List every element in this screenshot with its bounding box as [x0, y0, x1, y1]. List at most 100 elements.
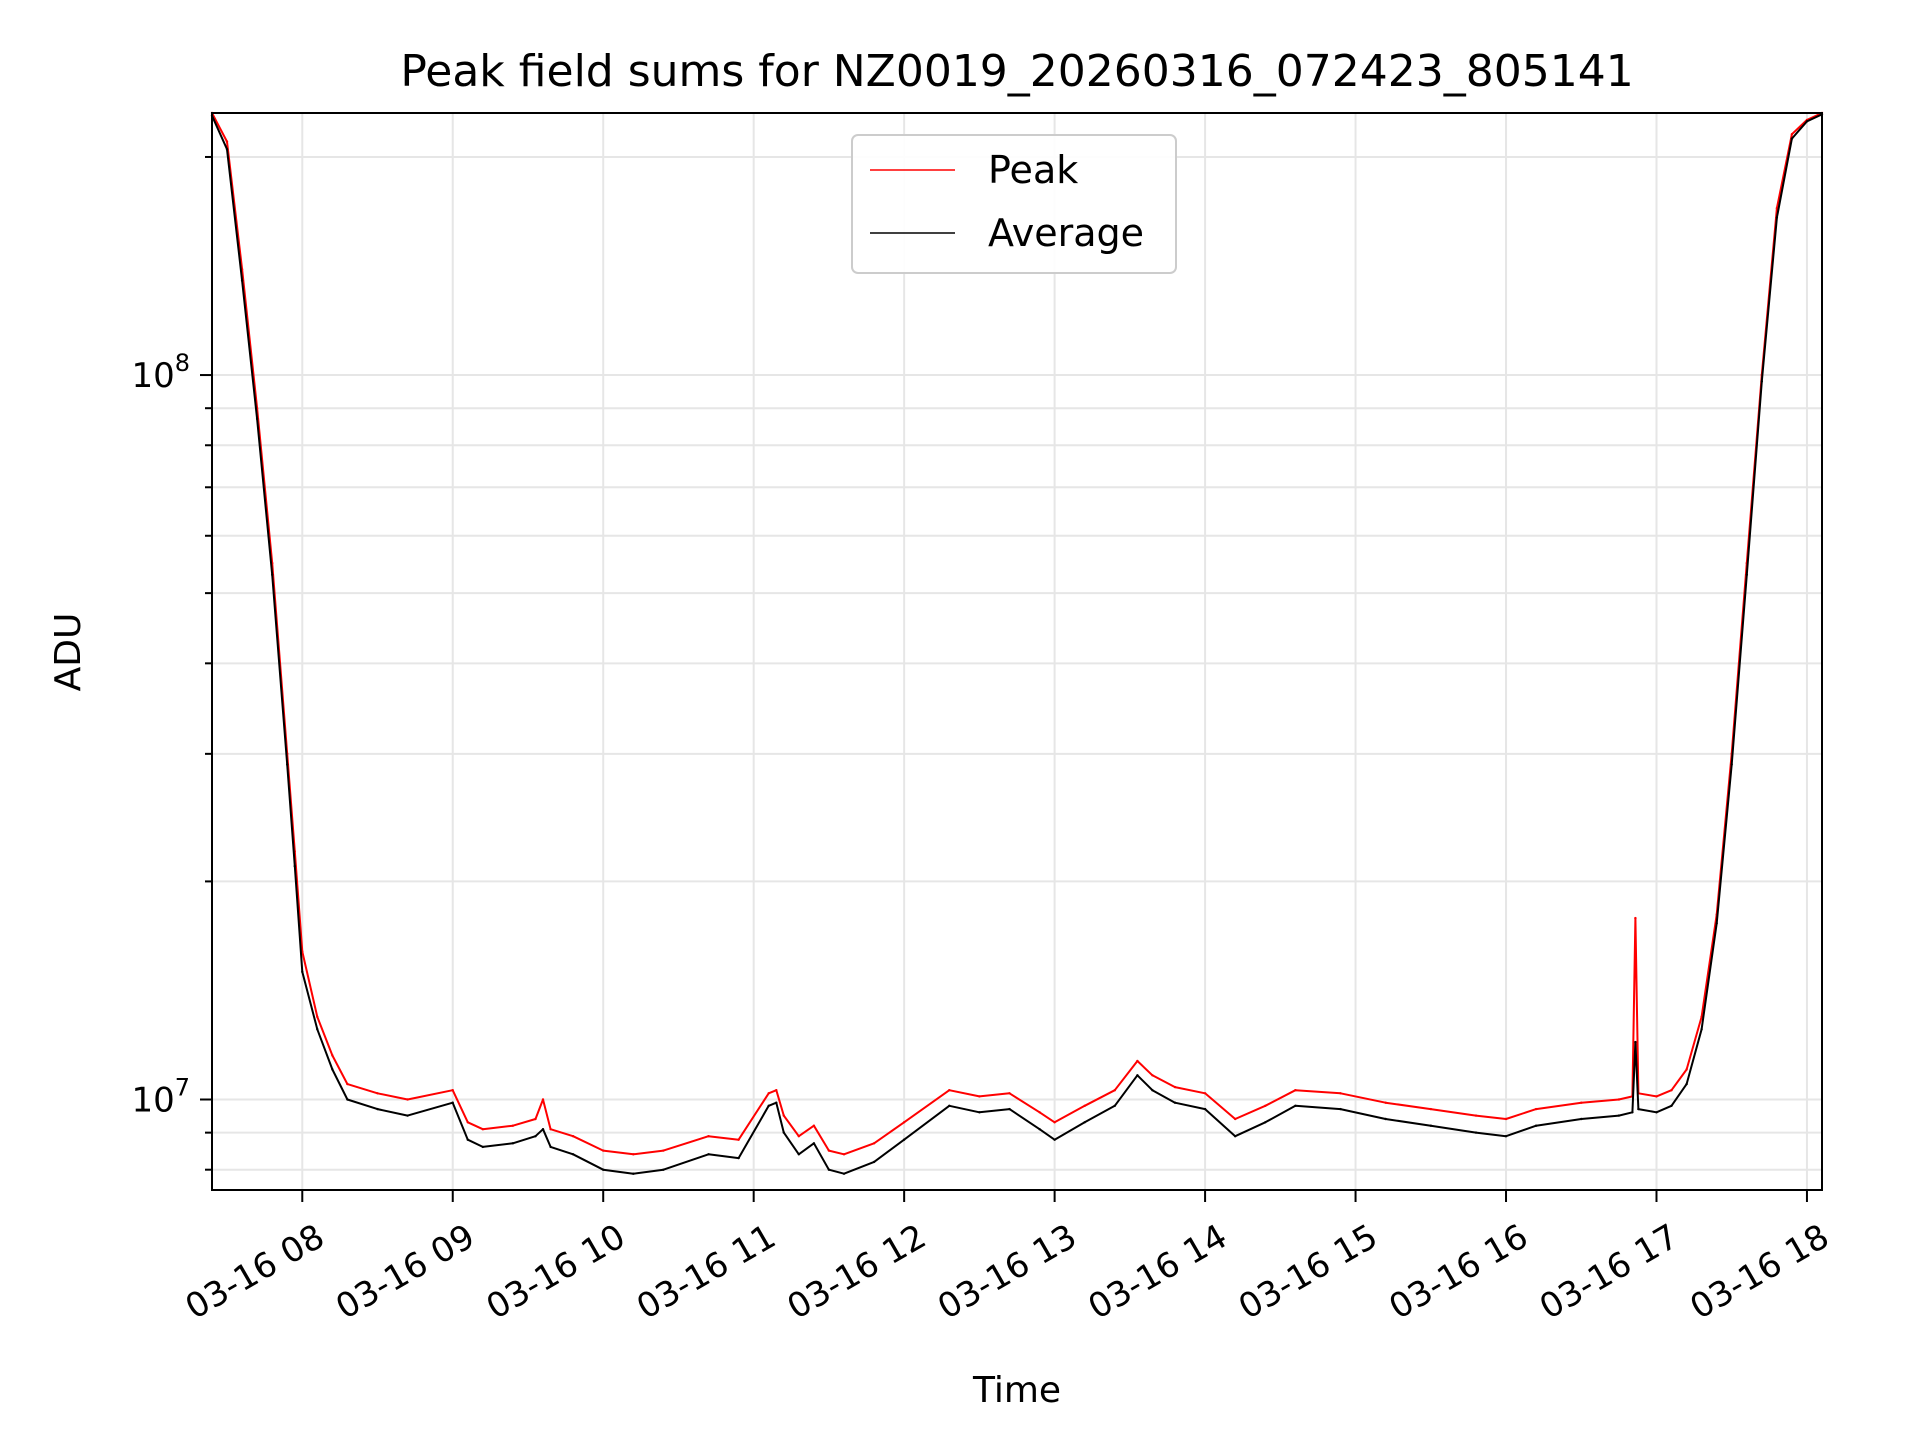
data-point-average — [1339, 1107, 1342, 1111]
data-point-peak — [1685, 1068, 1688, 1071]
data-point-average — [1634, 1040, 1637, 1044]
data-point-average — [1655, 1111, 1658, 1114]
data-point-average — [1790, 137, 1794, 140]
data-point-peak — [1234, 1117, 1237, 1121]
data-point-peak — [1264, 1104, 1267, 1108]
data-point-average — [1745, 573, 1749, 576]
data-point-peak — [316, 1015, 319, 1019]
data-point-average — [466, 1138, 469, 1141]
data-point-average — [511, 1142, 515, 1145]
data-point-average — [1053, 1138, 1056, 1141]
y-tick-label: 108 — [131, 349, 190, 396]
data-point-peak — [1790, 133, 1794, 136]
data-point-peak — [1504, 1117, 1508, 1121]
data-point-average — [737, 1156, 740, 1160]
data-point-peak — [1617, 1098, 1621, 1101]
x-axis-label: Time — [972, 1370, 1061, 1411]
data-point-peak — [842, 1153, 846, 1156]
data-point-peak — [1136, 1059, 1139, 1063]
data-point-average — [346, 1098, 349, 1101]
data-point-peak — [1294, 1089, 1297, 1092]
data-point-average — [549, 1145, 552, 1149]
data-point-peak — [707, 1135, 710, 1138]
data-point-peak — [1053, 1121, 1056, 1124]
data-point-average — [1700, 1028, 1703, 1031]
data-point-average — [255, 417, 259, 421]
series-line-average — [211, 113, 1823, 1175]
data-point-peak — [1173, 1085, 1177, 1089]
data-point-average — [1670, 1104, 1673, 1108]
data-point-peak — [346, 1082, 349, 1086]
data-point-average — [1637, 1107, 1640, 1111]
data-point-average — [286, 763, 289, 766]
data-point-average — [842, 1172, 846, 1175]
data-point-peak — [767, 1092, 770, 1095]
data-point-average — [1631, 1111, 1634, 1114]
data-point-peak — [331, 1054, 334, 1057]
data-point-peak — [1655, 1095, 1658, 1098]
data-point-peak — [549, 1128, 552, 1131]
data-point-average — [1474, 1131, 1478, 1134]
legend: Peak Average — [851, 134, 1177, 274]
data-point-peak — [782, 1114, 785, 1117]
data-point-peak — [376, 1092, 379, 1095]
data-point-peak — [1113, 1089, 1117, 1092]
data-point-average — [1534, 1124, 1538, 1127]
data-point-peak — [406, 1098, 409, 1101]
data-point-average — [1617, 1114, 1621, 1117]
data-point-average — [782, 1131, 785, 1134]
data-point-average — [1008, 1107, 1011, 1111]
data-point-peak — [797, 1135, 800, 1138]
data-point-peak — [632, 1153, 635, 1156]
data-point-average — [571, 1153, 575, 1156]
data-point-average — [902, 1138, 906, 1141]
data-point-average — [451, 1101, 454, 1104]
data-point-peak — [1474, 1114, 1478, 1117]
chart-title: Peak field sums for NZ0019_20260316_0724… — [400, 46, 1633, 97]
data-point-peak — [1775, 206, 1779, 210]
grid-layer — [212, 113, 1822, 1190]
data-point-average — [1113, 1104, 1117, 1108]
data-point-peak — [541, 1098, 545, 1101]
data-point-peak — [948, 1089, 951, 1092]
y-axis-label: ADU — [48, 613, 89, 692]
data-point-average — [812, 1142, 816, 1145]
data-point-average — [948, 1104, 951, 1108]
data-point-peak — [872, 1142, 876, 1145]
data-point-average — [541, 1128, 545, 1131]
data-point-average — [1234, 1135, 1237, 1138]
data-point-peak — [1151, 1074, 1154, 1077]
data-point-peak — [1203, 1092, 1207, 1095]
data-point-peak — [827, 1149, 831, 1152]
data-point-peak — [1534, 1107, 1538, 1111]
data-point-average — [1760, 380, 1764, 383]
data-point-average — [225, 148, 229, 151]
data-point-peak — [1429, 1107, 1433, 1111]
series-layer — [210, 111, 1824, 1175]
data-point-average — [1715, 922, 1718, 925]
data-point-peak — [662, 1149, 665, 1152]
data-point-peak — [466, 1121, 469, 1124]
y-tick-label: 107 — [131, 1073, 190, 1120]
data-point-average — [1038, 1128, 1041, 1131]
data-point-peak — [775, 1089, 778, 1092]
data-point-average — [534, 1135, 537, 1138]
data-point-peak — [902, 1121, 906, 1124]
data-point-peak — [1670, 1089, 1673, 1092]
data-point-peak — [1580, 1101, 1583, 1104]
data-point-peak — [1083, 1104, 1086, 1108]
data-point-average — [978, 1111, 981, 1114]
data-point-average — [1264, 1121, 1267, 1124]
data-point-average — [1083, 1121, 1086, 1124]
data-point-average — [1504, 1135, 1508, 1138]
data-point-peak — [1339, 1092, 1342, 1095]
data-point-average — [1775, 216, 1779, 219]
data-point-average — [1136, 1074, 1139, 1077]
data-point-average — [827, 1168, 831, 1171]
data-point-peak — [534, 1117, 537, 1121]
data-point-average — [1294, 1104, 1297, 1108]
data-point-average — [1805, 120, 1809, 123]
data-point-average — [1173, 1101, 1177, 1104]
